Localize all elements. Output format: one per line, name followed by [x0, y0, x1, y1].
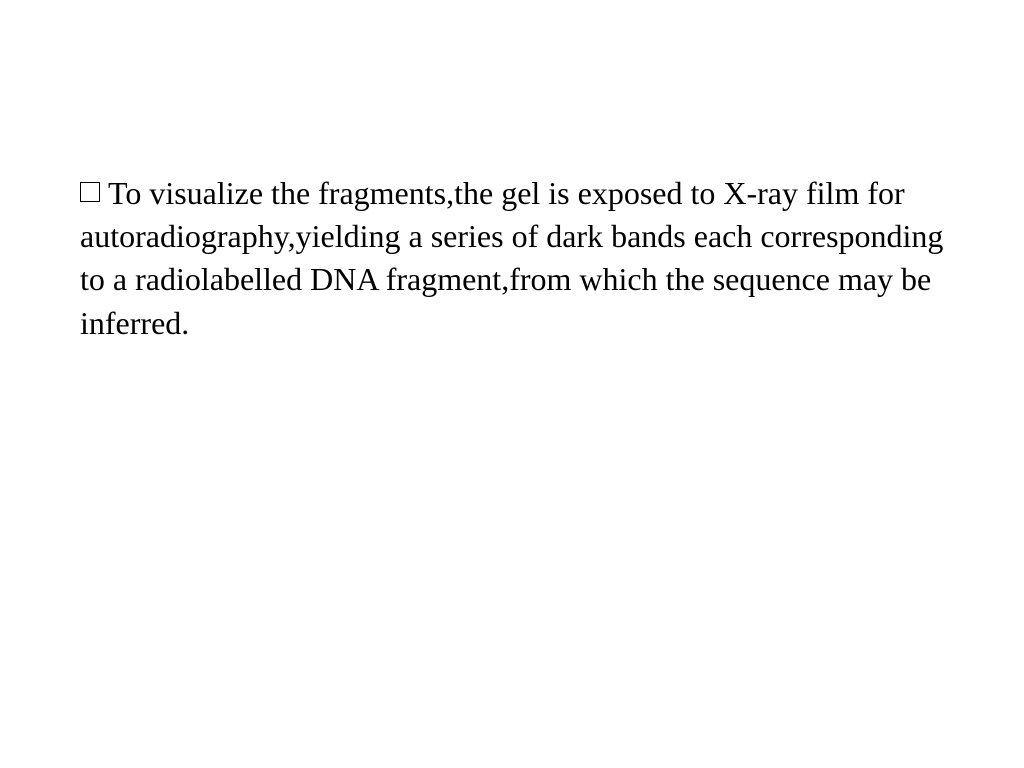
slide-paragraph: To visualize the fragments,the gel is ex…: [80, 172, 944, 345]
paragraph-text: To visualize the fragments,the gel is ex…: [80, 175, 943, 341]
bullet-square-icon: [80, 182, 100, 202]
slide-container: To visualize the fragments,the gel is ex…: [0, 0, 1024, 768]
